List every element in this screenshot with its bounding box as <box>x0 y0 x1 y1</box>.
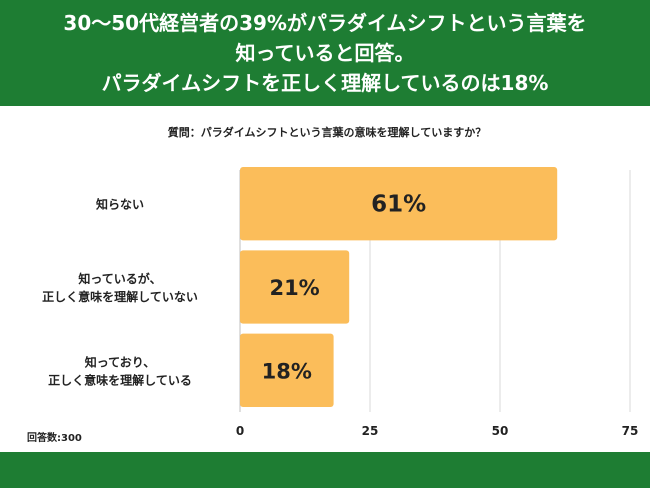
respondent-count-note: 回答数:300 <box>27 431 82 444</box>
header-banner: 30〜50代経営者の39%がパラダイムシフトという言葉を 知っていると回答。 パ… <box>0 0 650 106</box>
bar-value-label: 61% <box>371 192 426 218</box>
headline-line-1: 30〜50代経営者の39%がパラダイムシフトという言葉を <box>63 11 587 35</box>
category-label: 知らない <box>95 197 144 212</box>
headline-line-2: 知っていると回答。 <box>235 41 415 65</box>
category-label: 正しく意味を理解している <box>48 372 192 387</box>
x-tick-label: 0 <box>236 424 244 438</box>
x-tick-label: 25 <box>362 424 379 438</box>
x-tick-layer: 0 25 50 75 <box>236 424 639 438</box>
bar-value-label: 21% <box>269 276 319 300</box>
category-label: 知っているが、 <box>77 271 161 286</box>
category-label-layer: 知らない知っているが、正しく意味を理解していない知っており、正しく意味を理解して… <box>42 197 198 388</box>
bar-chart: 質問：パラダイムシフトという言葉の意味を理解していますか？ 61%21%18% … <box>27 125 639 444</box>
bar <box>240 167 558 241</box>
chart-question: 質問：パラダイムシフトという言葉の意味を理解していますか？ <box>168 125 486 139</box>
category-label: 正しく意味を理解していない <box>42 289 198 304</box>
x-tick-label: 50 <box>492 424 509 438</box>
footer-banner <box>0 452 650 488</box>
category-label: 知っており、 <box>84 354 156 369</box>
bar-layer: 61% 21% 18% <box>240 167 558 407</box>
bar <box>240 250 350 324</box>
headline-line-3: パラダイムシフトを正しく理解しているのは18% <box>101 71 549 95</box>
x-tick-label: 75 <box>622 424 639 438</box>
bar <box>240 333 334 407</box>
bar-value-label: 18% <box>262 359 312 383</box>
